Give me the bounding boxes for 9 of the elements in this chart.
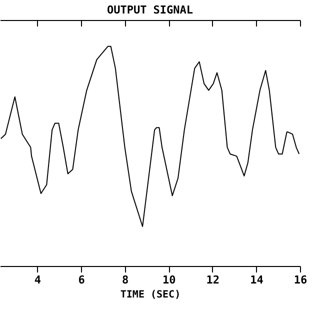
x-tick-label: 14	[250, 274, 264, 286]
x-tick-label: 16	[294, 274, 308, 286]
chart-title: OUTPUT SIGNAL	[106, 4, 194, 16]
x-tick-label: 6	[78, 274, 86, 286]
x-tick-label: 10	[162, 274, 176, 286]
x-tick-label: 12	[206, 274, 220, 286]
x-axis-title: TIME (SEC)	[120, 290, 181, 300]
x-tick-label: 4	[34, 274, 42, 286]
x-tick-label: 8	[122, 274, 129, 286]
